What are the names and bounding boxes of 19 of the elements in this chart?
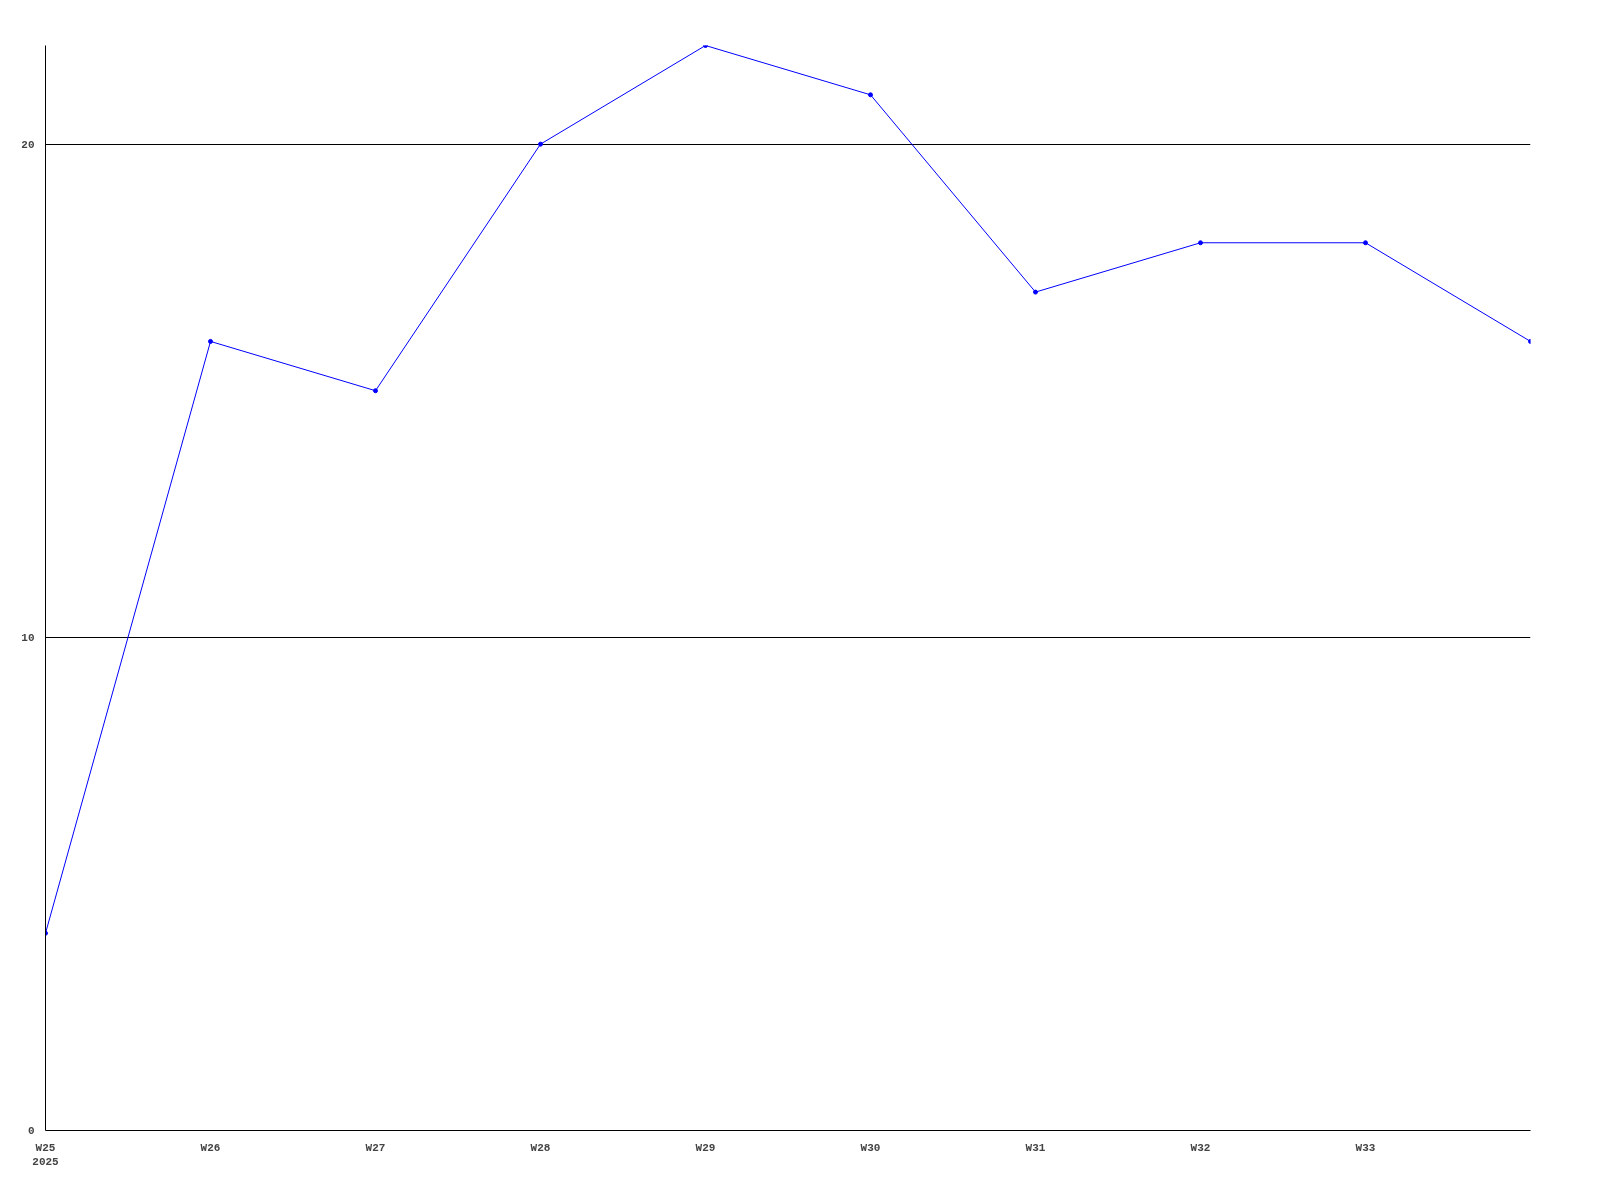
y-tick-label: 20 — [21, 138, 35, 151]
x-tick-label: W29 — [695, 1141, 716, 1154]
point — [1363, 240, 1368, 246]
point — [538, 141, 543, 147]
point — [1033, 289, 1038, 295]
x-tick-label: W31 — [1025, 1141, 1046, 1154]
point — [208, 338, 213, 344]
y-tick-label: 0 — [27, 1125, 35, 1137]
point — [1198, 240, 1203, 246]
x-tick-label: W30 — [860, 1141, 881, 1154]
point — [373, 388, 378, 394]
x-tick-label: W28 — [530, 1141, 551, 1154]
x-tick-label: W32 — [1190, 1141, 1211, 1154]
x-tick-label: W26 — [200, 1141, 221, 1154]
x-tick-label: W27 — [365, 1141, 386, 1154]
x-tick-label: W33 — [1355, 1141, 1376, 1154]
x-tick-label: W25 2025 — [32, 1141, 60, 1168]
point — [868, 92, 873, 98]
y-tick-label: 10 — [21, 631, 35, 644]
